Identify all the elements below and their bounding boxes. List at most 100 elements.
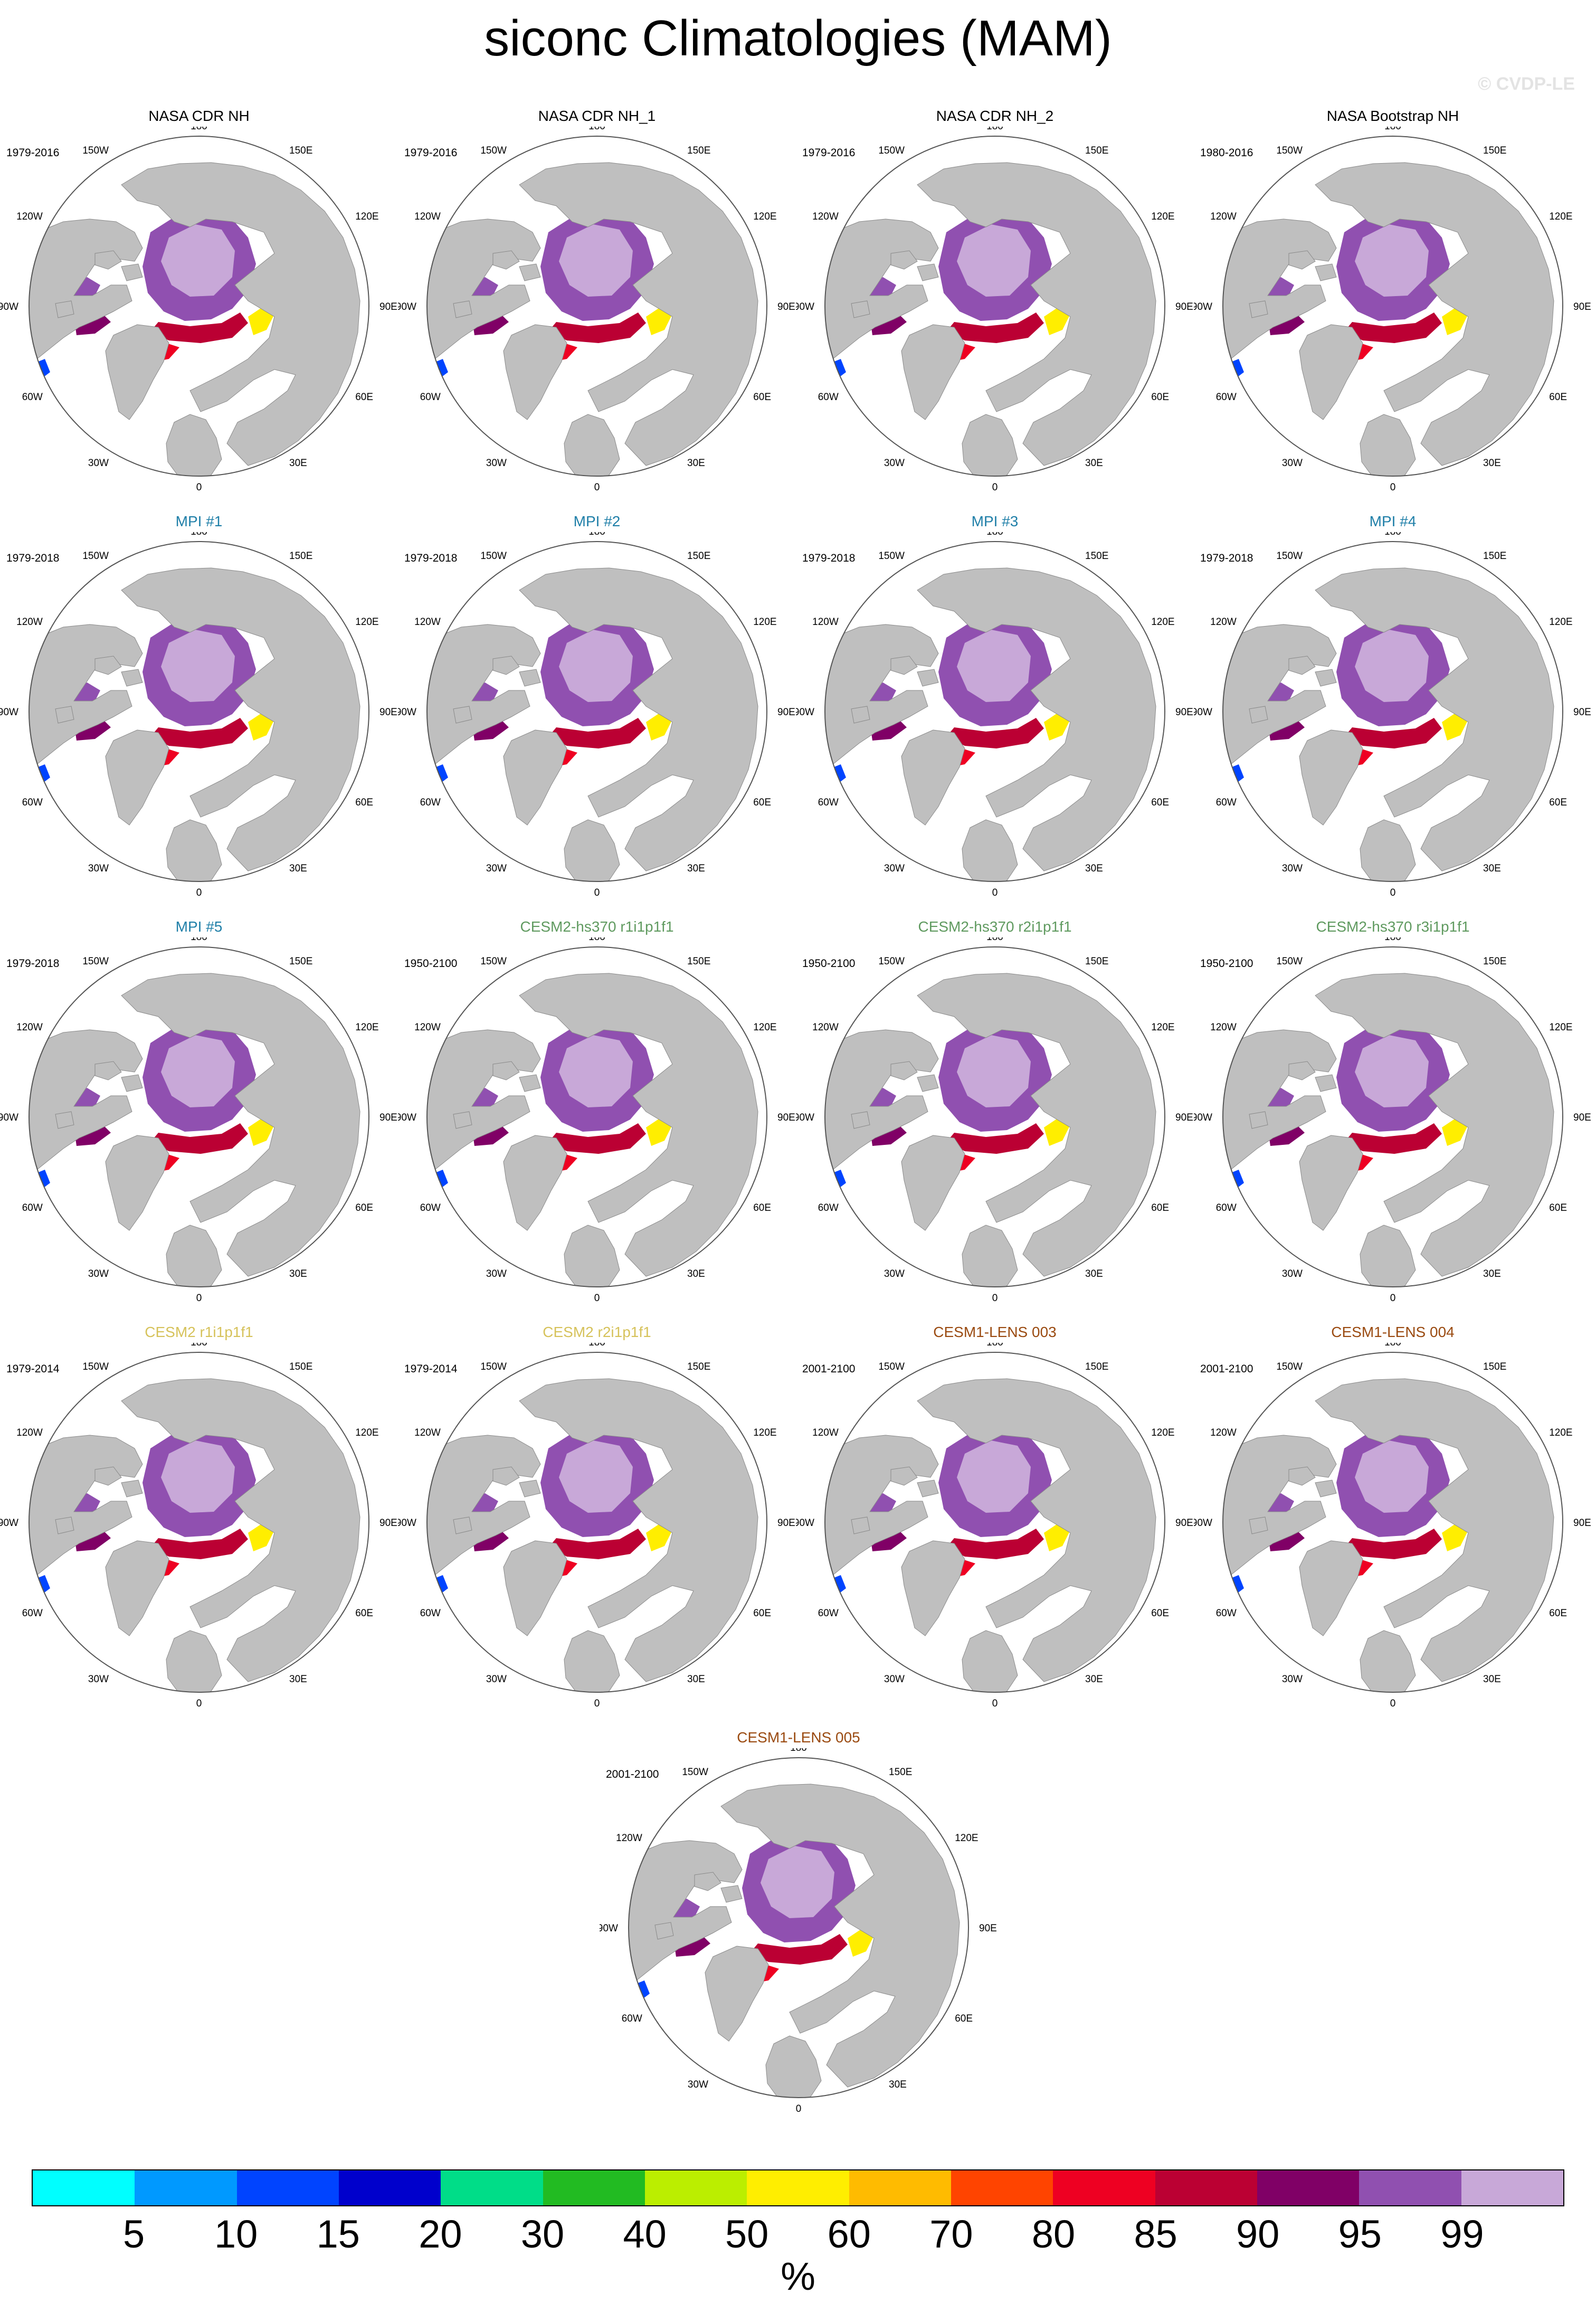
longitude-label: 0 [196, 887, 202, 898]
land-mass [564, 1630, 620, 1692]
longitude-label: 30E [289, 1674, 307, 1685]
map-boundary [426, 1352, 767, 1693]
longitude-label: 120W [16, 1022, 43, 1033]
longitude-label: 0 [1390, 1293, 1396, 1304]
longitude-label: 120W [414, 1427, 441, 1438]
colorbar-tick-label: 60 [827, 2212, 871, 2256]
land-mass [519, 162, 758, 466]
map-boundary [1222, 541, 1563, 882]
land-mass [94, 250, 122, 270]
sea-ice-region [548, 1123, 646, 1154]
longitude-label: 120E [1549, 1427, 1572, 1438]
sea-ice-region [1344, 312, 1442, 343]
sea-ice-region [150, 1529, 248, 1559]
map-panel: NASA CDR NH_2 1979-2016 180 150E 120E 90E 60E 3… [796, 106, 1194, 512]
longitude-label: 120W [414, 617, 441, 628]
longitude-label: 60E [1549, 1608, 1567, 1619]
map-boundary [824, 1352, 1165, 1693]
longitude-label: 120W [812, 211, 839, 222]
longitude-label: 150W [878, 1361, 905, 1372]
sea-ice-region [1355, 224, 1429, 297]
panel-period: 2001-2100 [606, 1768, 659, 1780]
longitude-label: 60W [818, 1608, 839, 1619]
longitude-label: 120W [616, 1833, 642, 1844]
sea-ice-region [957, 1035, 1031, 1107]
longitude-label: 90E [777, 1112, 795, 1123]
longitude-label: 30E [1483, 863, 1501, 874]
polar-map: 180 150E 120E 90E 60E 30E 0 30W 60W 90W 120W 150W [0, 937, 397, 1304]
longitude-label: 120W [16, 211, 43, 222]
longitude-label: 180 [588, 937, 605, 943]
map-boundary [28, 946, 369, 1287]
longitude-label: 30W [1282, 1268, 1303, 1279]
sea-ice-region [946, 312, 1044, 343]
longitude-label: 90W [1194, 707, 1212, 718]
land-mass [564, 819, 620, 881]
figure-title: siconc Climatologies (MAM) [484, 10, 1112, 67]
sea-ice-region [1044, 306, 1070, 335]
polar-map: 180 150E 120E 90E 60E 30E 0 30W 60W 90W 120W 150W [1194, 127, 1591, 493]
land-mass [1315, 1378, 1554, 1682]
panel-title: MPI #1 [175, 513, 223, 529]
longitude-label: 120W [812, 1022, 839, 1033]
longitude-label: 60W [22, 797, 43, 808]
map-panel: NASA Bootstrap NH 1980-2016 180 150E 120E 90E… [1194, 106, 1592, 512]
longitude-label: 150E [1085, 1361, 1108, 1372]
polar-map: 180 150E 120E 90E 60E 30E 0 30W 60W 90W 120W 150W [0, 532, 397, 898]
longitude-label: 90W [796, 1518, 814, 1529]
land-mass [564, 1225, 620, 1287]
land-mass [1360, 1225, 1416, 1287]
land-mass [121, 263, 143, 281]
map-panel: MPI #4 1979-2018 180 150E 120E 90E 60E 30E 0 30W 6… [1194, 511, 1592, 917]
longitude-label: 90E [1175, 1518, 1193, 1529]
longitude-label: 90W [0, 301, 18, 312]
land-mass [694, 1872, 721, 1891]
land-mass [503, 1135, 567, 1231]
sea-ice-region [548, 1529, 646, 1559]
longitude-label: 120E [1549, 617, 1572, 628]
longitude-label: 0 [992, 1293, 998, 1304]
longitude-label: 120W [812, 617, 839, 628]
sea-ice-region [1355, 630, 1429, 702]
colorbar-segment [338, 2170, 441, 2205]
longitude-label: 30E [1085, 1268, 1103, 1279]
land-mass [564, 414, 620, 476]
sea-ice-region [559, 630, 633, 702]
land-mass [705, 1946, 769, 2042]
land-mass [519, 1480, 541, 1497]
colorbar-unit: % [781, 2254, 815, 2298]
longitude-label: 120E [753, 211, 776, 222]
land-mass [1360, 819, 1416, 881]
land-mass [1360, 414, 1416, 476]
panel-period: 2001-2100 [1200, 1363, 1253, 1375]
panel-title: CESM2-hs370 r3i1p1f1 [1316, 918, 1470, 935]
sea-ice-region [946, 718, 1044, 748]
land-mass [1249, 1516, 1268, 1534]
sea-ice-region [957, 630, 1031, 702]
longitude-label: 60E [1151, 797, 1169, 808]
longitude-label: 150E [889, 1767, 912, 1778]
sea-ice-region [1344, 1529, 1442, 1559]
longitude-label: 150W [82, 551, 109, 562]
land-mass [94, 1466, 122, 1486]
land-mass [166, 819, 222, 881]
panel-period: 1979-2014 [404, 1363, 458, 1375]
longitude-label: 150W [480, 956, 507, 967]
land-mass [492, 1061, 520, 1080]
map-panel: CESM2 r2i1p1f1 1979-2014 180 150E 120E 90E 60E… [398, 1322, 796, 1728]
sea-ice-region [1442, 1117, 1468, 1146]
panel-period: 1979-2016 [802, 147, 856, 159]
longitude-label: 180 [588, 127, 605, 132]
longitude-label: 120E [1549, 211, 1572, 222]
longitude-label: 150W [878, 145, 905, 156]
longitude-label: 150E [1483, 956, 1506, 967]
panel-period: 1979-2018 [6, 957, 60, 970]
land-mass [917, 1480, 939, 1497]
longitude-label: 180 [986, 937, 1003, 943]
map-boundary [824, 946, 1165, 1287]
polar-map: 180 150E 120E 90E 60E 30E 0 30W 60W 90W 120W 150W [796, 127, 1193, 493]
colorbar-tick-label: 95 [1338, 2212, 1382, 2256]
longitude-label: 150W [1276, 145, 1303, 156]
longitude-label: 60E [753, 1202, 771, 1213]
longitude-label: 60E [355, 1202, 373, 1213]
